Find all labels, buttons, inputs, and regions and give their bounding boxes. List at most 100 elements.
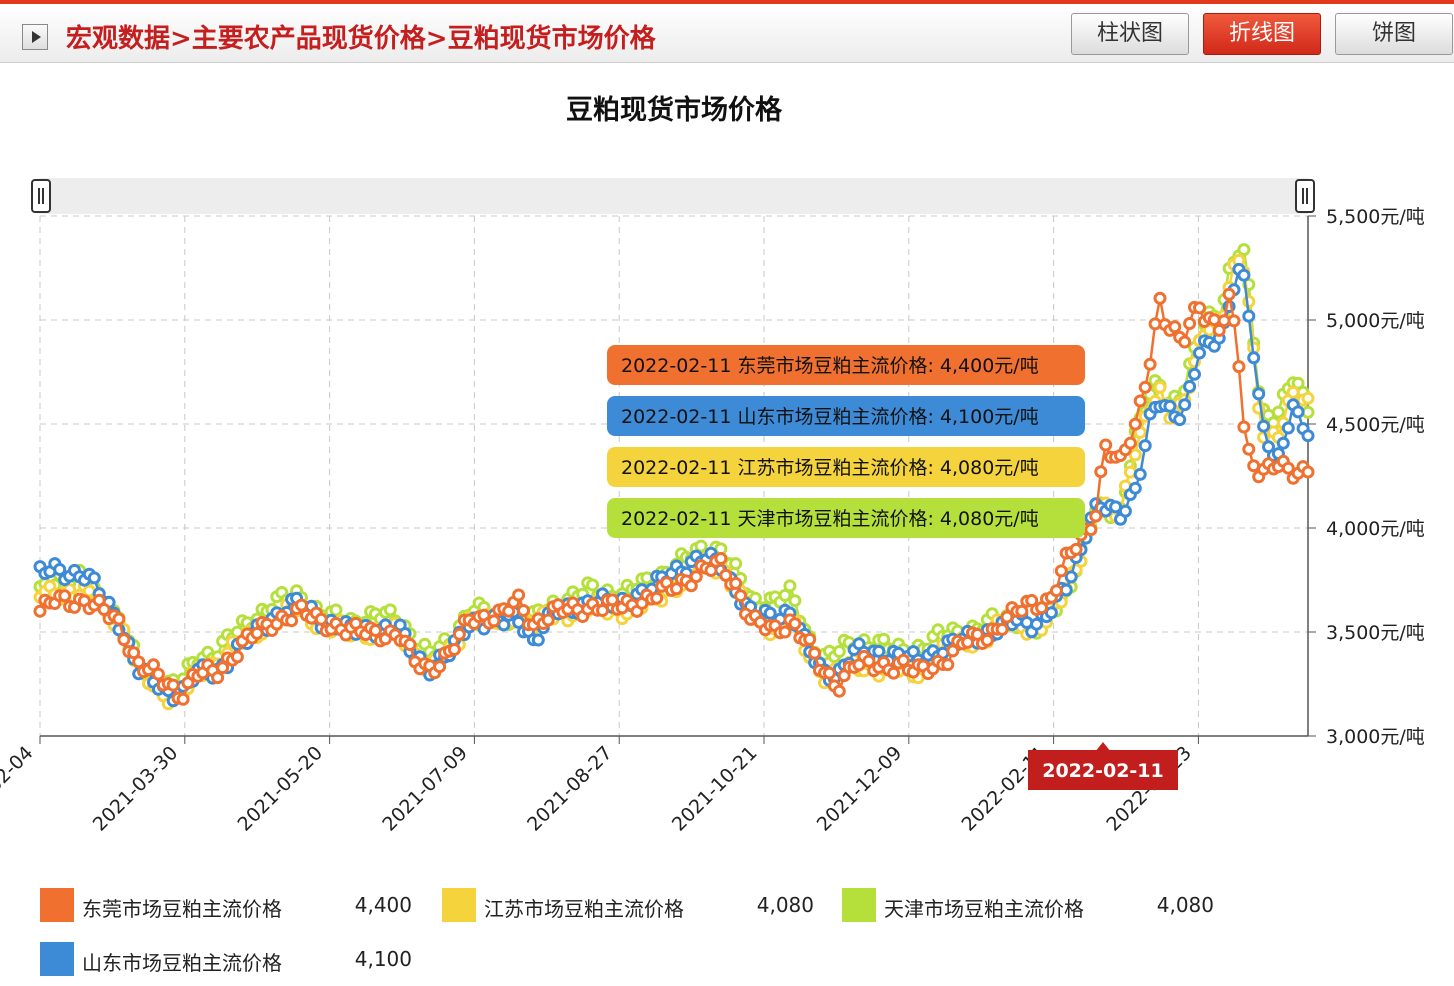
data-point <box>166 678 180 692</box>
data-point <box>1301 391 1315 405</box>
data-point <box>33 604 47 618</box>
y-tick-label: 5,000元/吨 <box>1326 310 1425 332</box>
data-point <box>1089 509 1103 523</box>
data-point <box>995 622 1009 636</box>
data-point <box>1133 394 1147 408</box>
data-point <box>877 632 891 646</box>
data-point <box>1069 542 1083 556</box>
data-point <box>1128 448 1142 462</box>
y-tick-label: 5,500元/吨 <box>1326 206 1425 228</box>
data-point <box>1138 439 1152 453</box>
data-point <box>1173 413 1187 427</box>
data-point <box>53 563 67 576</box>
data-point <box>433 660 447 674</box>
data-point <box>1138 380 1152 394</box>
data-point <box>1153 380 1167 394</box>
data-point <box>447 643 461 656</box>
data-point <box>1252 387 1266 401</box>
data-point <box>1000 610 1014 624</box>
data-point <box>1049 584 1063 598</box>
x-tick-label: 2021-05-20 <box>234 742 328 836</box>
x-tick-label: 2021-10-21 <box>668 742 762 836</box>
data-point <box>1044 606 1058 620</box>
tooltip-1: 2022-02-11 山东市场豆粕主流价格: 4,100元/吨 <box>607 396 1085 436</box>
legend-label-dongguan[interactable]: 东莞市场豆粕主流价格 <box>82 897 282 921</box>
line-chart-button[interactable]: 折线图 <box>1203 13 1321 55</box>
breadcrumb: 宏观数据>主要农产品现货价格>豆粕现货市场价格 <box>66 24 656 54</box>
pie-chart-button[interactable]: 饼图 <box>1335 13 1453 55</box>
data-point <box>1227 314 1241 328</box>
data-point <box>1123 436 1137 450</box>
data-point <box>1291 405 1305 419</box>
data-point <box>1163 399 1177 413</box>
data-point <box>1099 438 1113 452</box>
legend-label-shandong[interactable]: 山东市场豆粕主流价格 <box>82 951 282 975</box>
hover-date-text: 2022-02-11 <box>1042 760 1164 782</box>
data-point <box>783 579 797 593</box>
data-point <box>211 671 225 685</box>
y-tick-label: 4,000元/吨 <box>1326 518 1425 540</box>
zoom-handle-right[interactable] <box>1295 179 1315 213</box>
data-point <box>714 552 728 565</box>
data-point <box>1242 442 1256 456</box>
data-point <box>1286 385 1300 399</box>
data-point <box>1257 419 1271 433</box>
x-tick-label: 2021-12-09 <box>813 742 907 836</box>
legend-label-tianjin[interactable]: 天津市场豆粕主流价格 <box>884 897 1084 921</box>
data-point <box>1178 335 1192 349</box>
legend-swatch-jiangsu[interactable] <box>442 888 476 922</box>
data-point <box>1030 617 1044 631</box>
zoom-handle-left[interactable] <box>31 179 51 213</box>
data-point <box>1237 420 1251 434</box>
data-point <box>452 627 466 641</box>
legend-value-dongguan: 4,400 <box>354 893 412 917</box>
data-point <box>778 588 792 602</box>
data-point <box>596 604 609 617</box>
data-point <box>788 594 802 608</box>
data-point <box>314 612 328 626</box>
data-point <box>1015 604 1029 618</box>
legend-swatch-tianjin[interactable] <box>842 888 876 922</box>
data-point <box>1188 367 1201 381</box>
chart-title: 豆粕现货市场价格 <box>566 95 782 126</box>
data-point <box>1232 360 1246 374</box>
bar-chart-button[interactable]: 柱状图 <box>1071 13 1189 55</box>
data-point <box>112 612 126 626</box>
x-tick-label: 2021-02-04 <box>0 742 38 836</box>
data-point <box>531 633 545 647</box>
legend-swatch-shandong[interactable] <box>40 942 74 976</box>
data-point <box>250 626 264 640</box>
data-point <box>1242 295 1256 308</box>
tooltip-text: 2022-02-11 天津市场豆粕主流价格: 4,080元/吨 <box>621 508 1039 530</box>
header-bar: 宏观数据>主要农产品现货价格>豆粕现货市场价格 柱状图 折线图 饼图 <box>0 4 1454 63</box>
tooltip-0: 2022-02-11 东莞市场豆粕主流价格: 4,400元/吨 <box>607 345 1085 385</box>
data-point <box>1222 287 1236 301</box>
data-point <box>832 684 846 698</box>
series-0 <box>33 287 1315 706</box>
data-point <box>980 633 994 647</box>
data-point <box>941 658 955 672</box>
data-point <box>1143 357 1157 371</box>
data-point <box>541 613 555 627</box>
data-point <box>403 638 417 651</box>
data-point <box>832 645 846 658</box>
x-tick-label: 2021-07-09 <box>378 742 472 836</box>
data-point <box>778 625 792 639</box>
data-point <box>147 658 160 672</box>
play-icon[interactable] <box>22 24 48 50</box>
data-point <box>729 576 743 590</box>
data-point <box>1168 320 1182 334</box>
legend-label-jiangsu[interactable]: 江苏市场豆粕主流价格 <box>484 897 684 921</box>
data-point <box>127 646 141 660</box>
data-point <box>1247 351 1261 365</box>
tooltip-text: 2022-02-11 山东市场豆粕主流价格: 4,100元/吨 <box>621 406 1039 428</box>
data-point <box>1094 465 1108 479</box>
data-point <box>872 644 886 658</box>
data-point <box>1276 436 1290 450</box>
hover-date-label: 2022-02-11 <box>1028 742 1178 790</box>
legend-swatch-dongguan[interactable] <box>40 888 74 922</box>
data-point <box>1183 380 1197 393</box>
data-point <box>216 661 230 675</box>
data-point <box>1084 523 1098 537</box>
data-point <box>763 606 777 620</box>
